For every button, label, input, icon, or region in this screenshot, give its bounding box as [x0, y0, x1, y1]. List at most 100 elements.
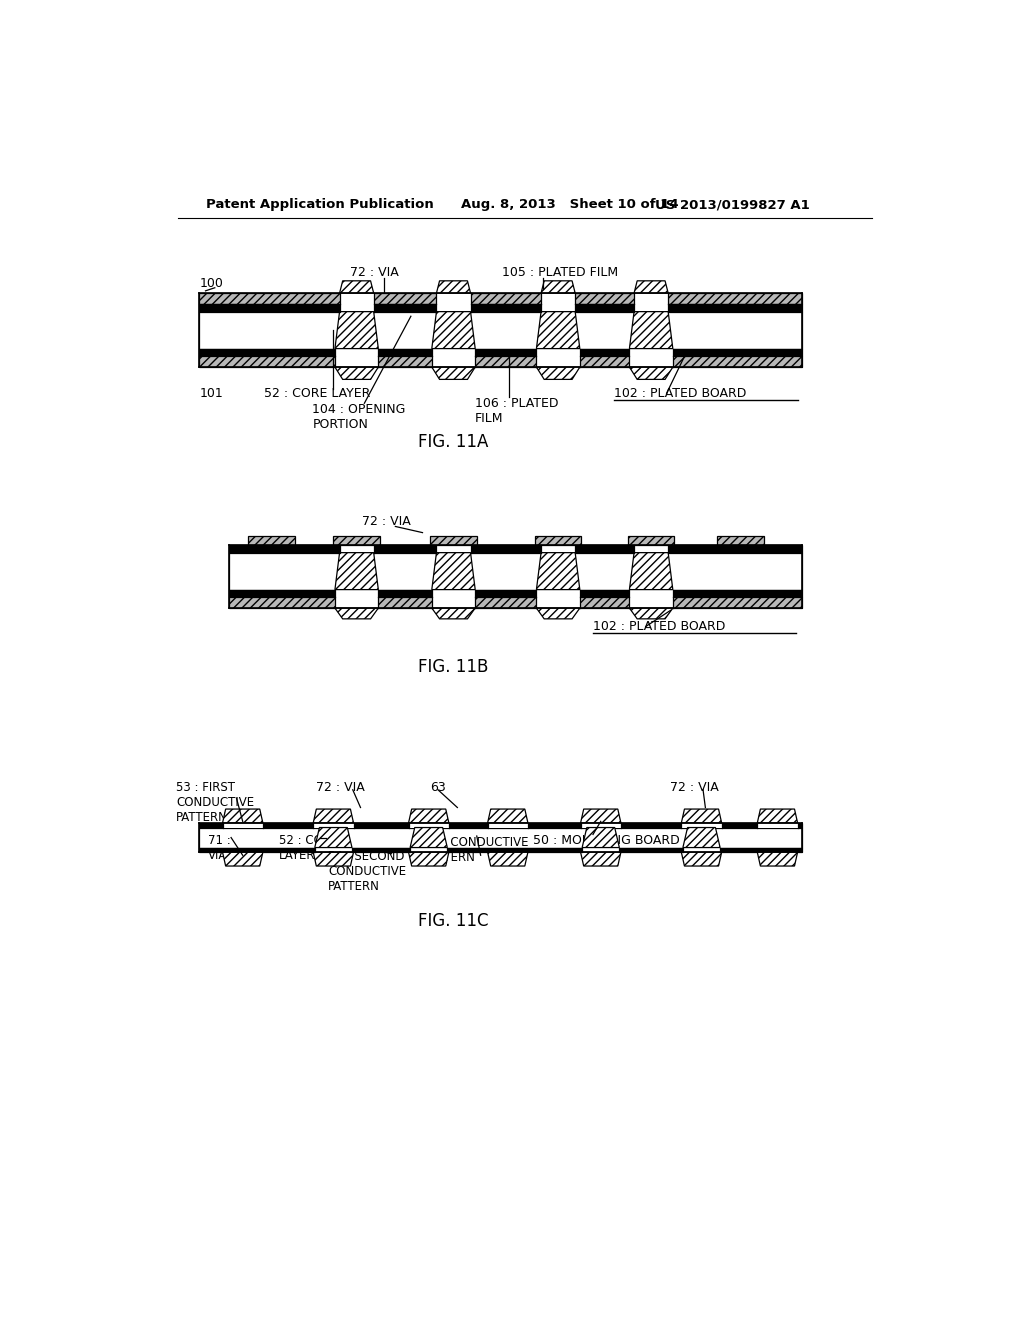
Polygon shape: [432, 312, 475, 348]
Text: 100: 100: [200, 277, 223, 289]
Text: 54 : SECOND
CONDUCTIVE
PATTERN: 54 : SECOND CONDUCTIVE PATTERN: [328, 850, 407, 892]
Bar: [228, 598, 802, 609]
Bar: [200, 847, 802, 853]
Bar: [335, 598, 378, 609]
Bar: [340, 293, 374, 304]
Polygon shape: [581, 853, 621, 866]
Polygon shape: [541, 281, 575, 293]
Text: 71 :
VIA: 71 : VIA: [208, 834, 230, 862]
Bar: [436, 293, 471, 304]
Bar: [537, 356, 580, 367]
Polygon shape: [432, 553, 475, 590]
Polygon shape: [487, 853, 528, 866]
Text: Patent Application Publication: Patent Application Publication: [206, 198, 433, 211]
Bar: [683, 847, 720, 853]
Bar: [228, 545, 802, 553]
Text: 105 : PLATED FILM: 105 : PLATED FILM: [503, 265, 618, 279]
Bar: [410, 847, 447, 853]
Bar: [436, 304, 471, 312]
Polygon shape: [222, 853, 263, 866]
Polygon shape: [409, 853, 449, 866]
Text: US 2013/0199827 A1: US 2013/0199827 A1: [655, 198, 810, 211]
Polygon shape: [432, 367, 475, 379]
Bar: [583, 847, 620, 853]
Bar: [200, 348, 802, 356]
Polygon shape: [487, 809, 528, 822]
Polygon shape: [314, 828, 352, 847]
Polygon shape: [432, 609, 475, 619]
Bar: [248, 536, 295, 545]
Polygon shape: [335, 553, 378, 590]
Bar: [630, 356, 673, 367]
Text: 50 : MOUNTING BOARD: 50 : MOUNTING BOARD: [534, 834, 680, 847]
Bar: [200, 312, 802, 348]
Text: FIG. 11A: FIG. 11A: [419, 433, 488, 450]
Bar: [222, 822, 263, 828]
Bar: [200, 293, 802, 304]
Bar: [541, 304, 575, 312]
Bar: [335, 356, 378, 367]
Polygon shape: [630, 367, 673, 379]
Text: 101: 101: [200, 387, 223, 400]
Bar: [200, 828, 802, 847]
Bar: [758, 822, 798, 828]
Polygon shape: [222, 809, 263, 822]
Text: 72 : VIA: 72 : VIA: [349, 265, 398, 279]
Bar: [313, 822, 353, 828]
Bar: [340, 545, 374, 553]
Bar: [628, 536, 675, 545]
Bar: [314, 847, 352, 853]
Bar: [487, 822, 528, 828]
Text: 106 : PLATED
FILM: 106 : PLATED FILM: [475, 397, 559, 425]
Bar: [200, 822, 802, 828]
Polygon shape: [537, 609, 580, 619]
Polygon shape: [410, 828, 447, 847]
Polygon shape: [581, 809, 621, 822]
Bar: [535, 536, 582, 545]
Polygon shape: [630, 312, 673, 348]
Bar: [432, 356, 475, 367]
Bar: [432, 348, 475, 356]
Polygon shape: [681, 809, 722, 822]
Bar: [541, 293, 575, 304]
Bar: [335, 590, 378, 598]
Bar: [681, 822, 722, 828]
Polygon shape: [683, 828, 720, 847]
Polygon shape: [758, 809, 798, 822]
Polygon shape: [758, 853, 798, 866]
Text: 63: 63: [430, 780, 446, 793]
Text: 72 : VIA: 72 : VIA: [362, 515, 411, 528]
Text: 104 : OPENING
PORTION: 104 : OPENING PORTION: [312, 404, 406, 432]
Bar: [200, 356, 802, 367]
Bar: [630, 590, 673, 598]
Bar: [630, 348, 673, 356]
Text: FIG. 11C: FIG. 11C: [418, 912, 488, 929]
Polygon shape: [537, 312, 580, 348]
Text: 52 : CORE
LAYER: 52 : CORE LAYER: [280, 834, 339, 862]
Bar: [581, 822, 621, 828]
Polygon shape: [335, 312, 378, 348]
Bar: [430, 536, 477, 545]
Polygon shape: [630, 553, 673, 590]
Polygon shape: [335, 367, 378, 379]
Polygon shape: [335, 609, 378, 619]
Polygon shape: [537, 553, 580, 590]
Bar: [228, 553, 802, 590]
Polygon shape: [583, 828, 620, 847]
Text: 102 : PLATED BOARD: 102 : PLATED BOARD: [614, 387, 746, 400]
Bar: [537, 598, 580, 609]
Bar: [541, 545, 575, 553]
Bar: [634, 545, 669, 553]
Text: 52 : CORE LAYER: 52 : CORE LAYER: [263, 387, 370, 400]
Bar: [537, 348, 580, 356]
Polygon shape: [681, 853, 722, 866]
Bar: [340, 304, 374, 312]
Polygon shape: [313, 853, 353, 866]
Bar: [334, 536, 380, 545]
Text: 73 : CONDUCTIVE
PATTERN: 73 : CONDUCTIVE PATTERN: [424, 836, 528, 865]
Polygon shape: [340, 281, 374, 293]
Bar: [717, 536, 764, 545]
Text: 53 : FIRST
CONDUCTIVE
PATTERN: 53 : FIRST CONDUCTIVE PATTERN: [176, 780, 254, 824]
Polygon shape: [436, 281, 471, 293]
Bar: [436, 545, 471, 553]
